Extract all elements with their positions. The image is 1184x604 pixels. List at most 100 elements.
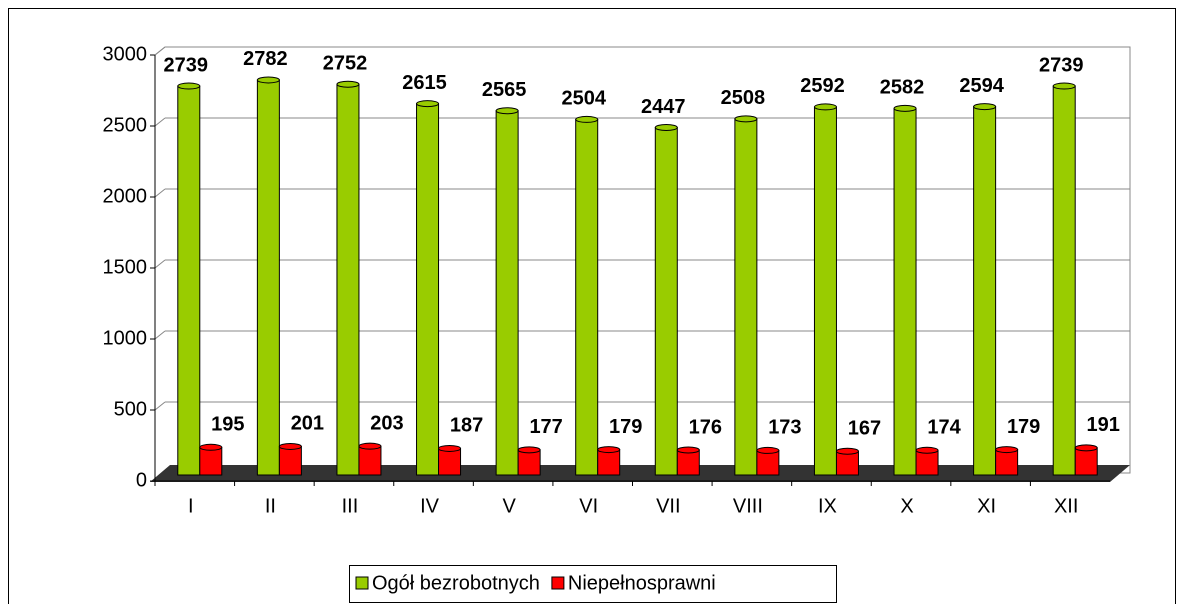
bar bbox=[495, 110, 519, 476]
bar-top bbox=[177, 82, 201, 90]
bar bbox=[438, 447, 462, 476]
value-label: 167 bbox=[848, 418, 881, 440]
x-tick-label: V bbox=[502, 495, 516, 517]
y-tick-label: 1000 bbox=[103, 327, 148, 349]
legend-label: Niepełnosprawni bbox=[568, 572, 716, 594]
bar bbox=[517, 449, 541, 476]
value-label: 191 bbox=[1087, 414, 1120, 436]
bar bbox=[177, 85, 201, 476]
grid-line bbox=[154, 188, 166, 198]
bar bbox=[676, 449, 700, 476]
value-label: 2565 bbox=[482, 79, 527, 101]
x-tick-label: X bbox=[900, 495, 913, 517]
value-label: 2447 bbox=[641, 96, 686, 118]
bar bbox=[597, 449, 621, 476]
bar-top bbox=[995, 446, 1019, 454]
x-tick-label: VII bbox=[656, 495, 680, 517]
y-tick-label: 3000 bbox=[103, 43, 148, 65]
value-label: 2582 bbox=[880, 77, 925, 99]
bar-top bbox=[915, 446, 939, 454]
bar bbox=[734, 118, 758, 476]
bar bbox=[893, 107, 917, 476]
x-tick-label: XI bbox=[977, 495, 996, 517]
x-tick-label: III bbox=[342, 495, 359, 517]
bar-top bbox=[416, 100, 440, 108]
x-tick-label: XII bbox=[1054, 495, 1078, 517]
x-tick-label: I bbox=[188, 495, 194, 517]
bar bbox=[199, 446, 223, 476]
bar-top bbox=[575, 115, 599, 123]
grid-line bbox=[154, 330, 166, 340]
bar bbox=[915, 449, 939, 476]
value-label: 2504 bbox=[561, 88, 606, 110]
value-label: 173 bbox=[768, 417, 801, 439]
x-tick-label: II bbox=[265, 495, 276, 517]
grid-line bbox=[154, 117, 166, 127]
bar bbox=[416, 103, 440, 476]
bar-top bbox=[654, 124, 678, 132]
value-label: 179 bbox=[1007, 416, 1040, 438]
value-label: 2782 bbox=[243, 48, 288, 70]
bar-top bbox=[676, 446, 700, 454]
bar-top bbox=[973, 103, 997, 111]
bar-top bbox=[336, 80, 360, 88]
bar bbox=[756, 449, 780, 476]
bar bbox=[358, 445, 382, 476]
bar-top bbox=[1074, 444, 1098, 452]
value-label: 187 bbox=[450, 415, 483, 437]
value-label: 174 bbox=[927, 417, 961, 439]
bar-top bbox=[597, 446, 621, 454]
bar-top bbox=[438, 444, 462, 452]
bar-top bbox=[734, 115, 758, 123]
bar bbox=[256, 79, 280, 476]
bar-top bbox=[358, 442, 382, 450]
bar-top bbox=[1052, 82, 1076, 90]
value-label: 176 bbox=[689, 416, 722, 438]
value-label: 179 bbox=[609, 416, 642, 438]
value-label: 203 bbox=[370, 412, 403, 434]
value-label: 195 bbox=[211, 414, 244, 436]
value-label: 201 bbox=[291, 413, 324, 435]
grid-line bbox=[154, 46, 166, 56]
x-tick-label: IX bbox=[818, 495, 837, 517]
bar-top bbox=[756, 446, 780, 454]
bar-top bbox=[517, 446, 541, 454]
bar bbox=[1052, 85, 1076, 476]
legend bbox=[349, 565, 837, 603]
y-tick-label: 1500 bbox=[103, 256, 148, 278]
legend-swatch bbox=[551, 576, 565, 590]
x-tick-label: IV bbox=[420, 495, 440, 517]
x-tick-label: VI bbox=[579, 495, 598, 517]
bar-top bbox=[278, 442, 302, 450]
bar bbox=[835, 450, 859, 476]
legend-label: Ogół bezrobotnych bbox=[372, 572, 540, 594]
value-label: 2739 bbox=[164, 54, 209, 76]
value-label: 2752 bbox=[323, 52, 368, 74]
bar-top bbox=[813, 103, 837, 111]
y-tick-label: 2000 bbox=[103, 185, 148, 207]
bar-top bbox=[835, 447, 859, 455]
bar-top bbox=[893, 104, 917, 112]
bar bbox=[973, 106, 997, 476]
bar-top bbox=[199, 443, 223, 451]
bar bbox=[813, 106, 837, 476]
bar-top bbox=[256, 76, 280, 84]
value-label: 2594 bbox=[959, 75, 1004, 97]
value-label: 177 bbox=[529, 416, 562, 438]
bar bbox=[995, 449, 1019, 476]
grid-line bbox=[154, 401, 166, 411]
x-tick-label: VIII bbox=[733, 495, 763, 517]
floor bbox=[150, 465, 1130, 482]
value-label: 2615 bbox=[402, 72, 447, 94]
value-label: 2592 bbox=[800, 75, 845, 97]
y-tick-label: 0 bbox=[136, 469, 147, 491]
y-tick-label: 500 bbox=[114, 398, 147, 420]
grid-line bbox=[154, 259, 166, 269]
y-tick-label: 2500 bbox=[103, 114, 148, 136]
bar bbox=[575, 118, 599, 476]
value-label: 2739 bbox=[1039, 54, 1084, 76]
bar bbox=[336, 83, 360, 476]
bar bbox=[654, 127, 678, 476]
bar-top bbox=[495, 107, 519, 115]
